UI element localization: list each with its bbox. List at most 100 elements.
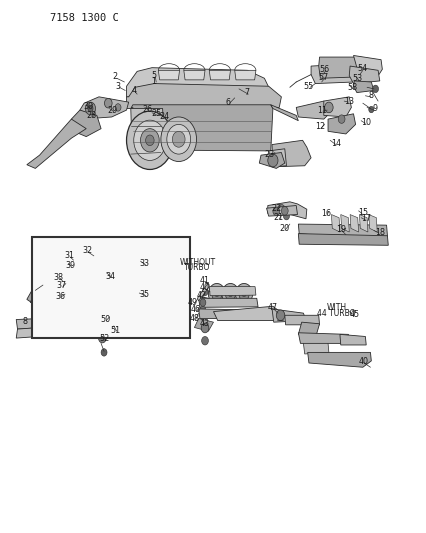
- Circle shape: [161, 117, 196, 161]
- Polygon shape: [271, 140, 311, 167]
- Polygon shape: [359, 215, 367, 232]
- Polygon shape: [307, 352, 371, 367]
- Polygon shape: [71, 110, 101, 136]
- Text: 58: 58: [347, 83, 357, 92]
- Text: 55: 55: [303, 82, 314, 91]
- Polygon shape: [194, 318, 213, 331]
- Polygon shape: [348, 66, 379, 84]
- Polygon shape: [353, 55, 381, 75]
- Circle shape: [277, 205, 285, 214]
- Polygon shape: [303, 343, 328, 354]
- Polygon shape: [82, 316, 125, 331]
- Text: 31: 31: [64, 252, 74, 261]
- Text: 7: 7: [243, 88, 248, 97]
- Text: 15: 15: [357, 208, 367, 217]
- Circle shape: [101, 349, 107, 356]
- Text: 18: 18: [374, 228, 384, 237]
- Circle shape: [98, 333, 106, 343]
- Text: 37: 37: [56, 281, 66, 290]
- Circle shape: [167, 124, 190, 154]
- Text: 1: 1: [150, 77, 155, 86]
- Polygon shape: [183, 70, 204, 80]
- Text: 49: 49: [187, 298, 198, 307]
- Text: 48: 48: [189, 314, 199, 323]
- Circle shape: [272, 207, 279, 216]
- Polygon shape: [311, 64, 354, 84]
- Text: 3: 3: [115, 82, 120, 91]
- Text: 40: 40: [199, 283, 209, 292]
- Polygon shape: [353, 81, 373, 93]
- Text: 33: 33: [139, 260, 150, 268]
- Circle shape: [199, 306, 205, 314]
- Circle shape: [201, 288, 207, 296]
- Polygon shape: [213, 306, 284, 320]
- Polygon shape: [268, 149, 286, 167]
- Circle shape: [276, 310, 284, 320]
- Text: 57: 57: [318, 72, 328, 82]
- Circle shape: [201, 336, 208, 345]
- Polygon shape: [130, 109, 164, 150]
- Polygon shape: [368, 215, 376, 232]
- Text: 30: 30: [83, 102, 93, 111]
- Text: 16: 16: [320, 209, 330, 218]
- Circle shape: [208, 284, 225, 305]
- Circle shape: [108, 258, 113, 264]
- Circle shape: [140, 128, 159, 152]
- Text: 34: 34: [106, 271, 115, 280]
- Polygon shape: [27, 268, 56, 304]
- Circle shape: [124, 257, 129, 263]
- Polygon shape: [284, 316, 319, 325]
- Polygon shape: [158, 70, 179, 80]
- Circle shape: [120, 253, 132, 268]
- Circle shape: [68, 260, 75, 268]
- Circle shape: [228, 292, 232, 297]
- Text: 42: 42: [196, 291, 206, 300]
- Text: 4: 4: [131, 86, 136, 95]
- Text: 9: 9: [371, 104, 377, 113]
- Text: 47: 47: [267, 303, 277, 312]
- Text: 38: 38: [54, 272, 63, 281]
- Polygon shape: [298, 322, 319, 335]
- Polygon shape: [209, 70, 230, 80]
- Circle shape: [242, 292, 245, 297]
- Text: 10: 10: [360, 118, 370, 127]
- Text: 17: 17: [360, 214, 371, 223]
- Polygon shape: [298, 333, 348, 343]
- Circle shape: [133, 120, 166, 160]
- Polygon shape: [234, 70, 255, 80]
- Polygon shape: [270, 105, 298, 120]
- Polygon shape: [271, 309, 305, 322]
- Text: 28: 28: [86, 111, 96, 120]
- Text: 50: 50: [100, 315, 110, 324]
- Polygon shape: [126, 68, 270, 100]
- Circle shape: [235, 284, 252, 305]
- Text: TURBO: TURBO: [184, 263, 210, 272]
- Text: 35: 35: [139, 289, 150, 298]
- Circle shape: [225, 288, 235, 301]
- Polygon shape: [296, 101, 329, 119]
- Circle shape: [239, 288, 248, 301]
- Polygon shape: [80, 97, 128, 118]
- Polygon shape: [126, 84, 281, 109]
- Polygon shape: [209, 287, 255, 296]
- Text: 8: 8: [368, 91, 373, 100]
- Polygon shape: [27, 119, 86, 168]
- Circle shape: [372, 85, 377, 93]
- Polygon shape: [16, 327, 40, 338]
- Text: 52: 52: [99, 334, 109, 343]
- Circle shape: [115, 104, 121, 111]
- Circle shape: [172, 131, 184, 147]
- Circle shape: [117, 248, 135, 272]
- Text: 44 TURBO: 44 TURBO: [317, 309, 355, 318]
- Text: 43: 43: [199, 319, 209, 328]
- Text: 45: 45: [348, 310, 359, 319]
- Circle shape: [283, 213, 289, 220]
- Polygon shape: [349, 215, 358, 232]
- Text: 21: 21: [272, 213, 282, 222]
- Circle shape: [104, 99, 112, 108]
- Polygon shape: [323, 97, 351, 117]
- Circle shape: [145, 135, 154, 146]
- Circle shape: [267, 154, 277, 167]
- Text: 6: 6: [225, 98, 230, 107]
- Circle shape: [136, 253, 148, 268]
